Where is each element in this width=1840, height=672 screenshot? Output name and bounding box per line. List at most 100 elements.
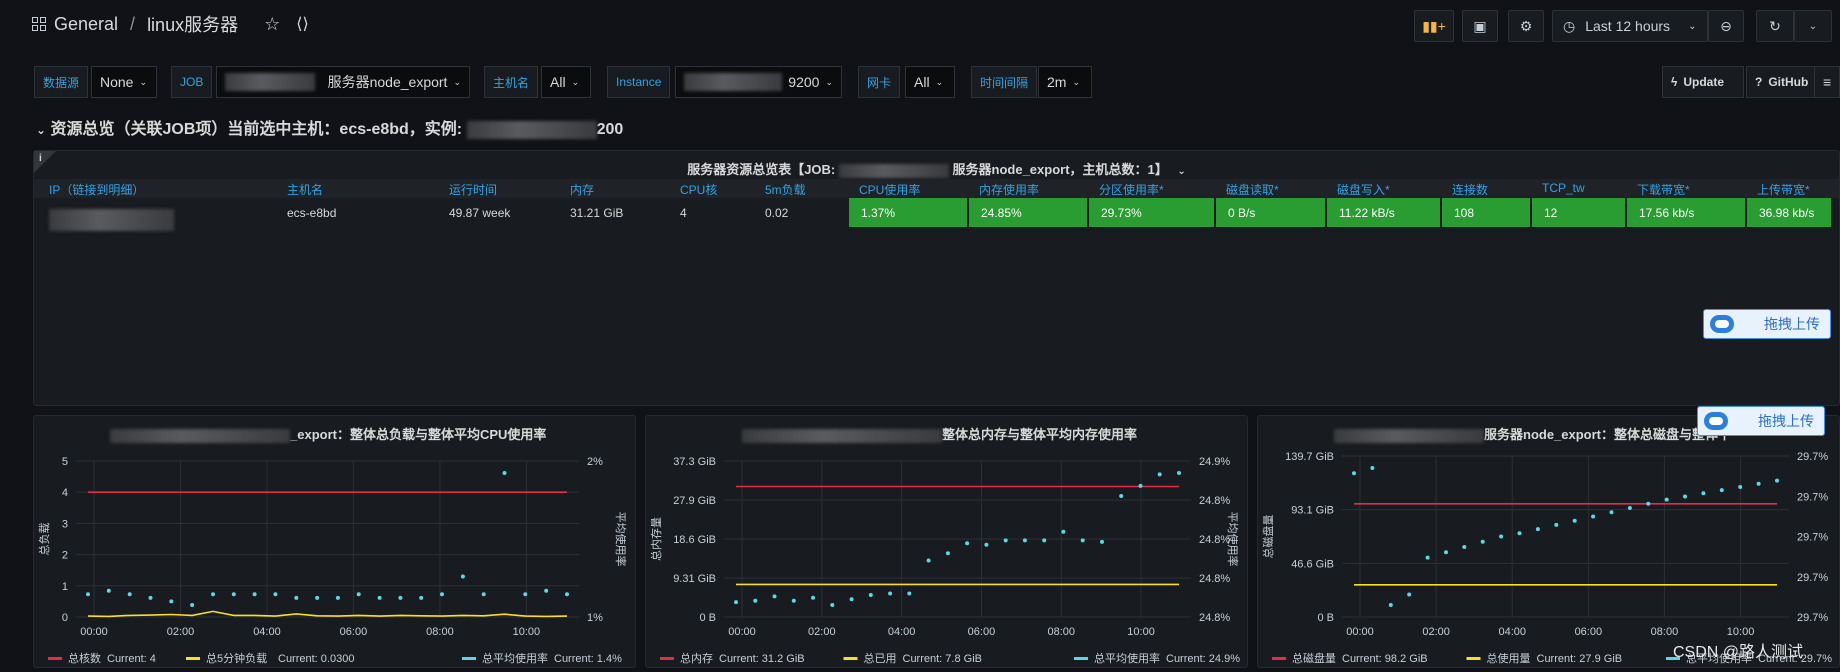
data-point: [1177, 471, 1181, 475]
var-hostname-select[interactable]: All ⌄: [541, 66, 591, 98]
github-label: GitHub: [1768, 75, 1809, 89]
legend-current: Current: 7.8 GiB: [903, 653, 982, 665]
zoom-out-button[interactable]: ⊖: [1708, 10, 1744, 42]
breadcrumb-home[interactable]: General: [54, 13, 119, 34]
var-hostname-value: All: [550, 74, 566, 90]
chart-memory: 37.3 GiB 27.9 GiB 18.6 GiB 9.31 GiB 0 B 24.9%…: [649, 456, 1240, 665]
panel-title[interactable]: _export：整体总负载与整体平均CPU使用率: [34, 424, 635, 443]
panel-info-corner[interactable]: [34, 151, 56, 173]
table-cell: 12: [1532, 198, 1625, 227]
add-panel-button[interactable]: ▮▮+: [1414, 10, 1454, 42]
legend-label: 总使用量: [1487, 651, 1531, 665]
column-header[interactable]: 磁盘写入*: [1337, 183, 1390, 197]
refresh-icon: ↻: [1769, 17, 1781, 34]
data-point: [849, 597, 854, 602]
legend-label: 总已用: [864, 651, 897, 665]
data-point: [502, 471, 507, 475]
column-header[interactable]: 上传带宽*: [1757, 183, 1810, 197]
column-header[interactable]: TCP_tw: [1542, 181, 1585, 195]
var-datasource-select[interactable]: None ⌄: [91, 66, 157, 98]
data-point: [1609, 510, 1614, 515]
drag-upload-button[interactable]: 拖拽上传: [1703, 309, 1831, 339]
data-point: [811, 595, 815, 600]
column-header[interactable]: 5m负载: [765, 183, 806, 197]
apps-grid-icon[interactable]: [32, 17, 46, 31]
var-job-select[interactable]: 服务器node_export ⌄: [216, 66, 470, 98]
legend-swatch: [660, 657, 674, 660]
zoom-out-icon: ⊖: [1720, 17, 1732, 34]
dashboard-title[interactable]: linux服务器: [147, 15, 239, 35]
refresh-button[interactable]: ↻: [1756, 10, 1794, 42]
data-point: [1352, 471, 1356, 476]
column-header[interactable]: 内存使用率: [979, 183, 1040, 197]
chevron-down-icon: ⌄: [453, 76, 461, 87]
data-point: [1775, 478, 1779, 483]
legend-current: Current: 98.2 GiB: [1342, 653, 1428, 665]
table-cell: 31.21 GiB: [570, 205, 624, 220]
legend-swatch: [186, 657, 200, 660]
panel-title[interactable]: 服务器资源总览表【JOB: 服务器node_export，主机总数：1】 ⌄: [34, 159, 1839, 178]
legend-swatch: [1466, 657, 1481, 660]
data-point: [1683, 494, 1687, 499]
chevron-down-icon: ⌄: [1808, 20, 1818, 32]
panel-title[interactable]: 整体总内存与整体平均内存使用率: [646, 424, 1247, 443]
menu-button[interactable]: ≡: [1814, 66, 1840, 98]
data-point: [294, 595, 299, 600]
data-point: [1572, 518, 1577, 523]
column-header[interactable]: 下载带宽*: [1637, 183, 1690, 197]
table-cell: 0.02: [765, 205, 789, 220]
update-link[interactable]: ϟ Update: [1662, 66, 1744, 98]
column-header[interactable]: CPU使用率: [859, 183, 921, 197]
data-point: [127, 592, 132, 597]
column-header[interactable]: 连接数: [1452, 183, 1489, 197]
y-tick-label: 0 B: [1317, 612, 1334, 624]
legend-current: Current: 0.0300: [278, 653, 354, 665]
column-header[interactable]: CPU核: [680, 183, 718, 197]
chart-title: 整体总内存与整体平均内存使用率: [942, 427, 1138, 442]
data-point: [377, 595, 382, 600]
var-nic-select[interactable]: All ⌄: [905, 66, 955, 98]
github-link[interactable]: ? GitHub: [1746, 66, 1824, 98]
save-dashboard-button[interactable]: ▣: [1462, 10, 1498, 42]
data-point: [211, 592, 215, 597]
y2-tick-label: 29.7%: [1797, 572, 1828, 584]
y2-tick-label: 29.7%: [1797, 612, 1828, 624]
table-cell: 24.85%: [969, 198, 1087, 227]
share-icon[interactable]: ⟨⟩: [296, 16, 309, 33]
x-tick-label: 10:00: [513, 626, 541, 638]
column-header[interactable]: IP（链接到明细）: [49, 183, 145, 197]
panel-title[interactable]: 服务器node_export：整体总磁盘与整体平: [1258, 424, 1839, 443]
redacted-ip: [49, 209, 174, 231]
x-tick-label: 02:00: [808, 626, 836, 638]
x-tick-label: 06:00: [1575, 626, 1603, 638]
column-header[interactable]: 内存: [570, 183, 595, 197]
var-instance-select[interactable]: 9200 ⌄: [675, 66, 842, 98]
x-tick-label: 04:00: [888, 626, 916, 638]
legend-swatch: [1074, 657, 1088, 660]
y-tick-label: 93.1 GiB: [1291, 505, 1334, 517]
column-header[interactable]: 主机名: [287, 183, 324, 197]
time-picker[interactable]: ◷ Last 12 hours ⌄: [1552, 10, 1708, 42]
star-icon[interactable]: ☆: [264, 13, 281, 34]
column-header[interactable]: 分区使用率*: [1099, 183, 1164, 197]
legend-label: 总5分钟负载: [206, 651, 267, 665]
var-datasource-value: None: [100, 74, 134, 90]
redacted-text: [225, 73, 315, 91]
data-point: [398, 595, 403, 600]
legend-current: Current: 31.2 GiB: [719, 653, 805, 665]
column-header[interactable]: 运行时间: [449, 183, 498, 197]
column-header[interactable]: 磁盘读取*: [1226, 183, 1279, 197]
table-cell: 0 B/s: [1216, 198, 1325, 227]
settings-button[interactable]: ⚙: [1508, 10, 1544, 42]
row-header[interactable]: ⌄ 资源总览（关联JOB项）当前选中主机：ecs-e8bd，实例: 200: [36, 115, 623, 139]
watermark: CSDN @路人测试: [1673, 644, 1804, 661]
redacted-text: [838, 163, 949, 178]
info-icon: i: [39, 153, 42, 164]
drag-upload-button[interactable]: 拖拽上传: [1697, 406, 1825, 436]
chevron-down-icon: ⌄: [571, 76, 580, 87]
data-point: [1701, 491, 1706, 496]
chevron-down-icon: ⌄: [935, 76, 944, 87]
refresh-interval-dropdown[interactable]: ⌄: [1794, 10, 1832, 42]
data-point: [1119, 494, 1124, 498]
var-interval-select[interactable]: 2m ⌄: [1038, 66, 1092, 98]
